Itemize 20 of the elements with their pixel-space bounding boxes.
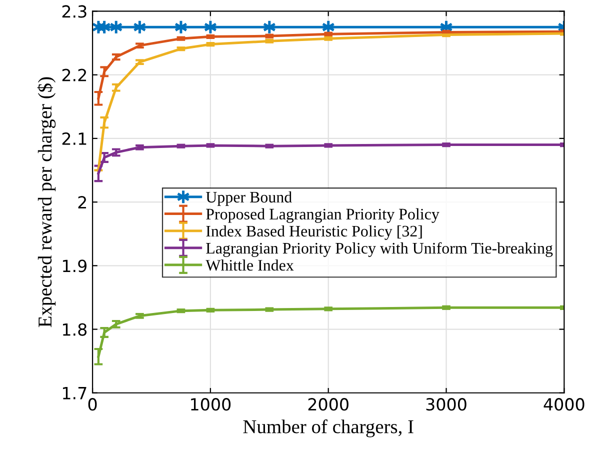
y-tick-label: 2.2 <box>62 68 86 82</box>
y-tick-label: 1.9 <box>63 260 87 272</box>
x-tick-label: 4000 <box>544 398 584 411</box>
y-tick-label: 1.7 <box>63 387 86 400</box>
x-tick-label: 3000 <box>426 398 466 411</box>
y-axis-title: Expected reward per charger ($) <box>37 77 56 328</box>
y-tick-label: 1.8 <box>63 323 87 336</box>
x-tick-label: 0 <box>88 398 97 411</box>
x-tick-label: 2000 <box>308 398 348 411</box>
legend-label: Proposed Lagrangian Priority Policy <box>206 208 440 223</box>
y-tick-label: 2.1 <box>62 132 86 145</box>
legend-label: Whittle Index <box>206 259 294 271</box>
x-tick-label: 1000 <box>191 398 231 411</box>
x-axis-title: Number of chargers, I <box>243 419 414 438</box>
legend-label: Lagrangian Priority Policy with Uniform Tie-breaking <box>206 242 553 257</box>
legend-label: Index Based Heuristic Policy [32] <box>206 225 422 240</box>
legend-label: Upper Bound <box>206 191 292 206</box>
y-tick-label: 2 <box>78 196 86 208</box>
line-series <box>97 32 564 172</box>
y-tick-label: 2.3 <box>62 5 86 18</box>
